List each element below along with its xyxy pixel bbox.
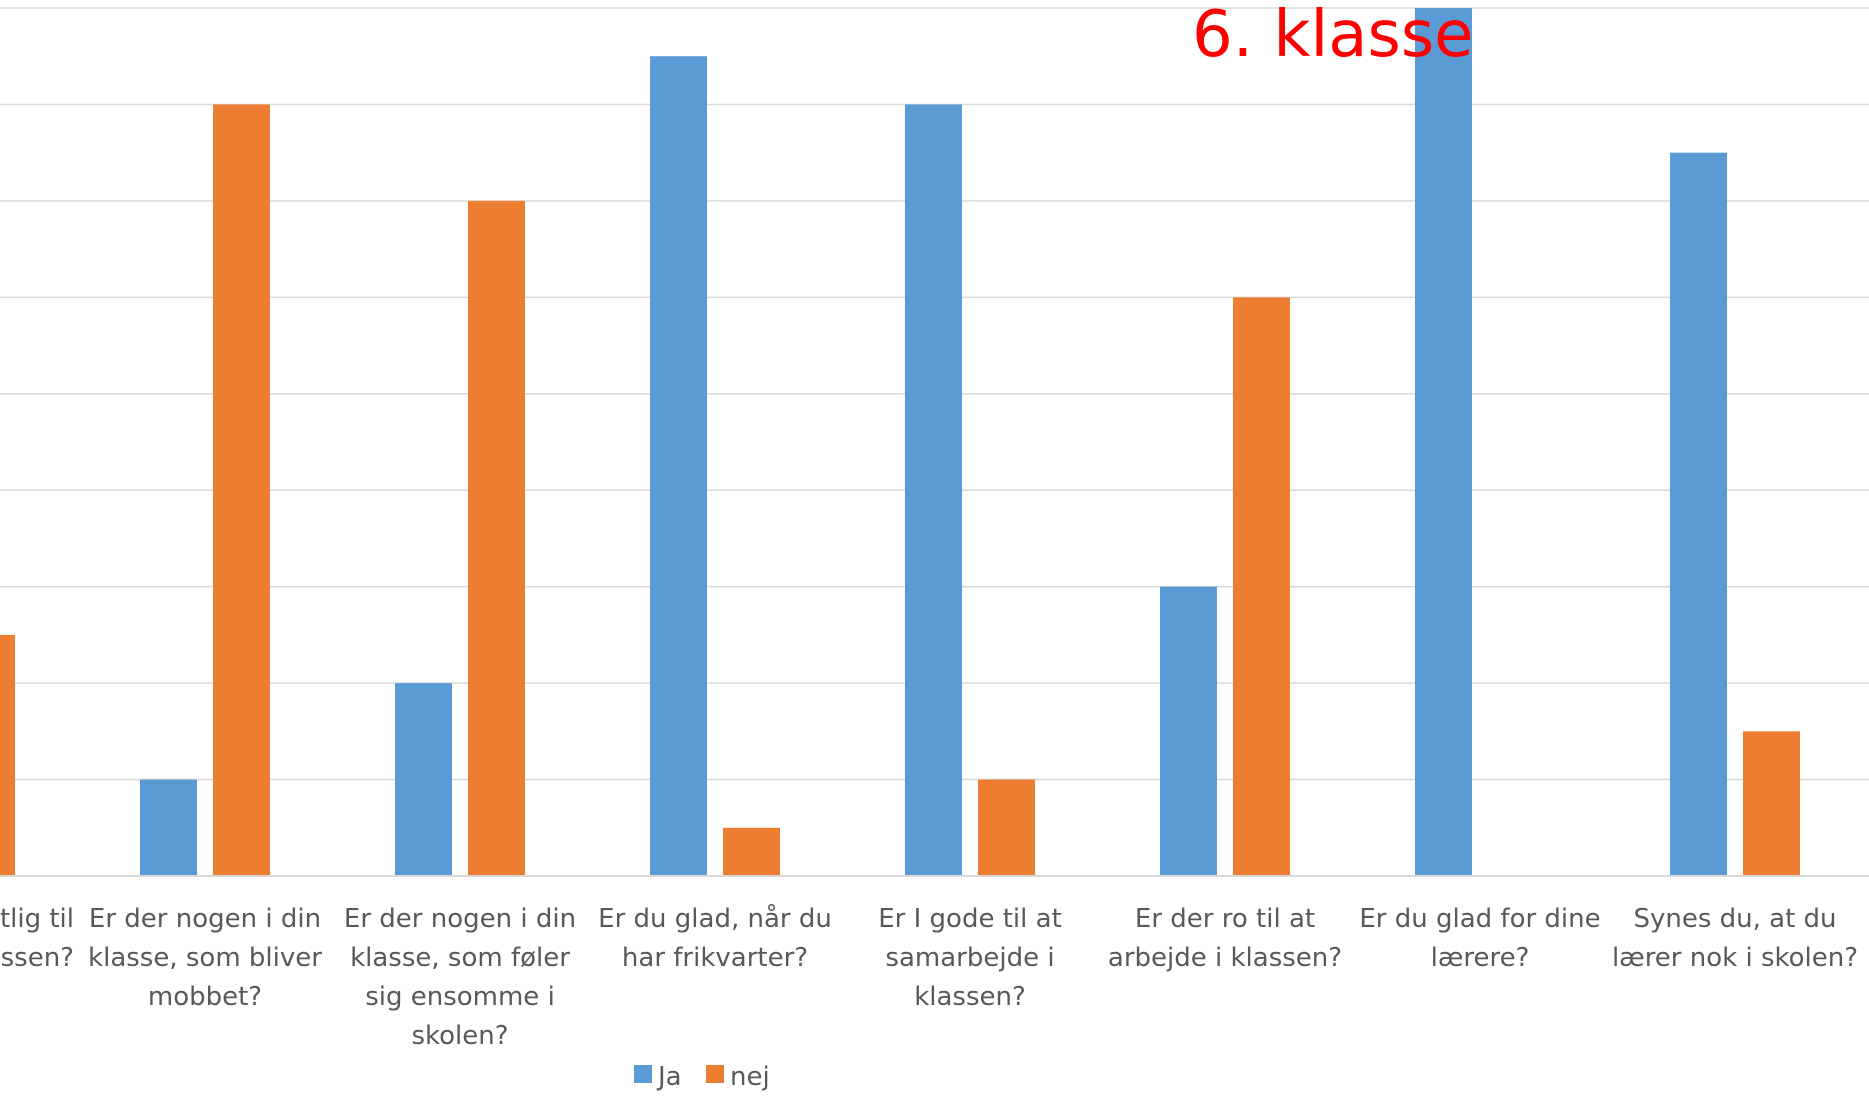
bar-nej [978,779,1035,876]
x-tick-label-line: Er der nogen i din [89,904,321,934]
x-tick-label-line: samarbejde i [885,943,1054,973]
x-tick-label: Er der ro til at arbejde i klassen? [1108,904,1342,973]
x-tick-label-line: klasse, som bliver [88,943,322,973]
x-tick-label-line: tlig til [0,904,74,934]
bar-ja [1160,586,1217,876]
x-tick-label: Er du glad for dine lærere? [1359,904,1600,973]
x-tick-label: Er I gode til at samarbejde i klassen? [878,904,1062,1012]
x-tick-label-line: mobbet? [148,982,262,1012]
bar-ja [140,779,197,876]
bar-ja [395,683,452,876]
bar-nej [1743,731,1800,876]
x-tick-label: Synes du, at du lærer nok i skolen? [1612,904,1858,973]
x-tick-label-line: Er du glad, når du [598,903,832,934]
bar-nej [1233,297,1290,876]
x-tick-labels: tlig til assen? Er der nogen i din klasse, … [0,903,1858,1051]
bar-ja [650,56,707,876]
chart-title: 6. klasse [1192,0,1474,72]
bar-nej [0,634,15,876]
legend-label-ja: Ja [656,1062,682,1092]
x-tick-label-line: Synes du, at du [1633,904,1836,934]
x-tick-label-line: sig ensomme i [365,982,555,1012]
bars [0,8,1800,876]
bar-ja [905,104,962,876]
x-tick-label: Er der nogen i din klasse, som bliver mobb… [88,904,322,1012]
x-tick-label-line: Er der nogen i din [344,904,576,934]
x-tick-label-line: lærere? [1431,943,1530,973]
x-tick-label: tlig til assen? [0,904,74,973]
x-tick-label-line: lærer nok i skolen? [1612,943,1858,973]
legend: Ja nej [634,1062,770,1092]
x-tick-label-line: arbejde i klassen? [1108,943,1342,973]
x-tick-label-line: klasse, som føler [350,943,570,973]
x-tick-label-line: klassen? [914,982,1026,1012]
x-tick-label-line: har frikvarter? [622,943,808,973]
x-tick-label-line: skolen? [411,1021,508,1051]
legend-swatch-ja [634,1065,652,1083]
x-tick-label-line: Er der ro til at [1135,904,1315,934]
bar-nej [468,200,525,876]
x-tick-label: Er du glad, når du har frikvarter? [598,903,832,973]
legend-label-nej: nej [730,1062,770,1092]
x-tick-label-line: Er du glad for dine [1359,904,1600,934]
bar-ja [1670,152,1727,876]
legend-swatch-nej [706,1065,724,1083]
bar-nej [723,827,780,876]
x-tick-label-line: Er I gode til at [878,904,1062,934]
x-tick-label-line: assen? [0,943,74,973]
x-tick-label: Er der nogen i din klasse, som føler sig e… [344,904,576,1051]
bar-nej [213,104,270,876]
bar-ja [1415,8,1472,876]
